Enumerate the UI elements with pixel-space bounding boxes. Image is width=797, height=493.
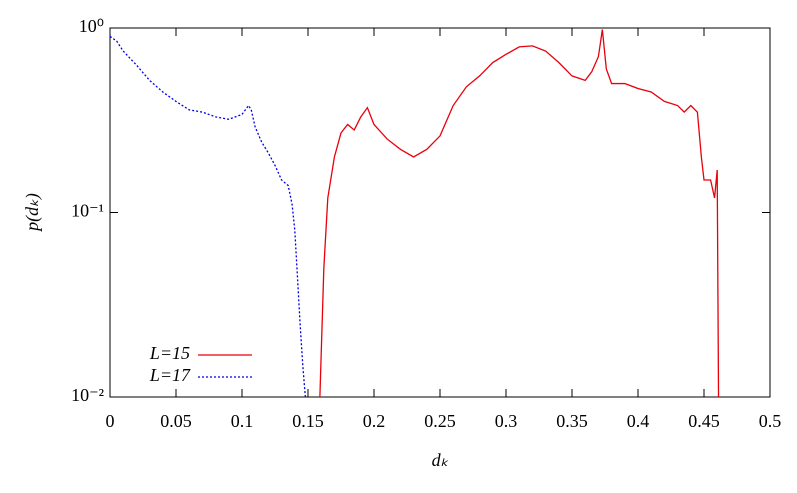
y-tick-label: 10⁻²	[71, 385, 104, 405]
x-tick-label: 0.05	[160, 411, 192, 431]
x-tick-label: 0.25	[424, 411, 456, 431]
series-line	[109, 35, 307, 398]
x-tick-label: 0.45	[688, 411, 720, 431]
x-tick-label: 0.3	[495, 411, 518, 431]
y-axis-label: p(dₖ)	[22, 193, 43, 233]
series-line	[319, 29, 720, 398]
legend-label: L=17	[149, 365, 191, 385]
x-tick-label: 0.2	[363, 411, 386, 431]
x-tick-label: 0.1	[231, 411, 254, 431]
x-tick-label: 0.15	[292, 411, 324, 431]
x-tick-label: 0	[106, 411, 115, 431]
y-tick-label: 10⁻¹	[71, 201, 104, 221]
y-tick-label: 10⁰	[79, 16, 104, 36]
plot-frame	[109, 27, 771, 398]
x-tick-label: 0.5	[759, 411, 782, 431]
x-axis-label: dₖ	[432, 450, 449, 470]
x-tick-label: 0.4	[627, 411, 650, 431]
legend-label: L=15	[149, 343, 190, 363]
x-tick-label: 0.35	[556, 411, 588, 431]
